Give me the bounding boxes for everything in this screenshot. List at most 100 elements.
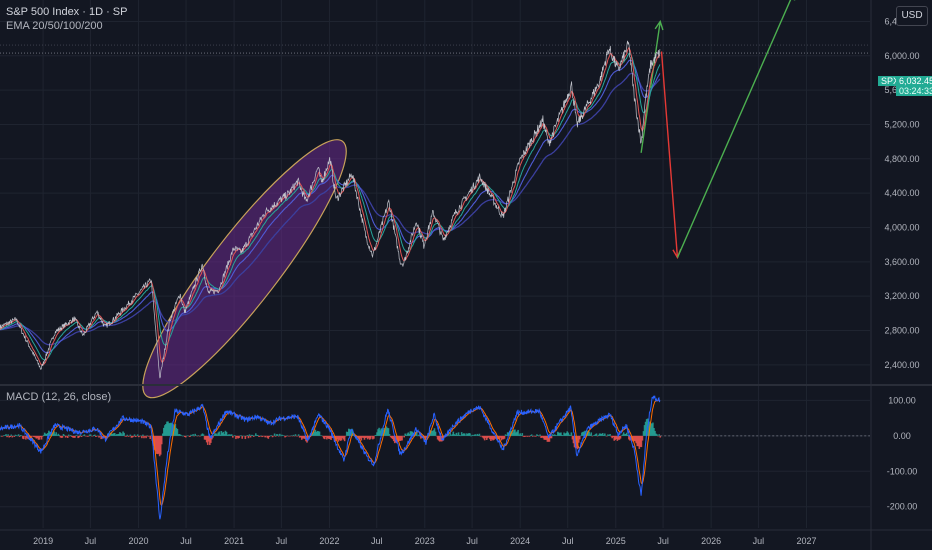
macd-histogram-bar [629, 435, 631, 441]
macd-histogram-bar [236, 435, 238, 438]
macd-histogram-bar [186, 435, 188, 437]
macd-histogram-bar [525, 435, 528, 437]
macd-histogram-bar [492, 435, 494, 441]
macd-histogram-bar [166, 421, 168, 436]
macd-histogram-bar [642, 431, 645, 436]
macd-histogram-bar [451, 434, 454, 436]
macd-histogram-bar [607, 434, 609, 436]
macd-histogram-bar [389, 435, 392, 438]
macd-histogram-bar [87, 435, 90, 437]
macd-histogram-bar [522, 435, 525, 437]
macd-histogram-bar [382, 429, 385, 436]
macd-histogram-bar [317, 431, 320, 436]
macd-histogram-bar [343, 435, 346, 442]
macd-axis-tick-label: 0.00 [893, 431, 911, 441]
macd-histogram-bar [563, 432, 565, 436]
macd-histogram-bar [367, 435, 370, 439]
macd-histogram-bar [523, 435, 526, 437]
macd-histogram-bar [98, 435, 100, 438]
macd-histogram-bar [201, 433, 204, 436]
macd-histogram-bar [277, 435, 280, 437]
macd-histogram-bar [172, 424, 175, 436]
macd-histogram-bar [269, 435, 272, 437]
macd-histogram-bar [290, 435, 293, 436]
macd-histogram-bar [534, 435, 536, 437]
macd-histogram-bar [216, 434, 218, 436]
macd-histogram-bar [78, 435, 80, 438]
macd-histogram-bar [12, 435, 15, 437]
macd-histogram-bar [616, 435, 619, 441]
time-axis-tick-label: 2019 [33, 536, 53, 546]
macd-histogram-bar [554, 435, 557, 436]
macd-histogram-bar [9, 435, 12, 437]
macd-histogram-bar [505, 435, 508, 436]
macd-histogram-bar [160, 435, 163, 445]
macd-histogram-bar [164, 425, 166, 436]
macd-histogram-bar [369, 435, 372, 439]
macd-histogram-bar [32, 435, 34, 437]
macd-histogram-bar [578, 435, 581, 440]
macd-histogram-bar [297, 434, 300, 436]
macd-histogram-bar [127, 435, 130, 437]
macd-histogram-bar [418, 434, 420, 436]
macd-histogram-bar [260, 435, 262, 437]
macd-histogram-bar [142, 434, 144, 436]
time-axis-tick-label: Jul [657, 536, 669, 546]
macd-histogram-bar [182, 435, 185, 437]
macd-histogram-bar [391, 435, 394, 440]
macd-histogram-bar [651, 423, 653, 436]
macd-histogram-bar [655, 433, 657, 436]
macd-histogram-bar [501, 435, 504, 440]
macd-histogram-bar [5, 434, 7, 436]
macd-histogram-bar [122, 431, 124, 436]
macd-histogram-bar [590, 432, 593, 436]
macd-histogram-bar [212, 435, 214, 438]
macd-histogram-bar [377, 429, 379, 436]
macd-histogram-bar [200, 434, 203, 436]
macd-histogram-bar [157, 435, 160, 454]
macd-histogram-bar [606, 435, 608, 437]
macd-histogram-bar [128, 435, 131, 437]
macd-histogram-bar [488, 435, 490, 438]
macd-histogram-bar [322, 435, 325, 439]
macd-histogram-bar [462, 433, 465, 436]
macd-histogram-bar [8, 435, 10, 438]
macd-histogram-bar [258, 435, 260, 437]
macd-histogram-bar [449, 432, 451, 436]
macd-histogram-bar [647, 421, 650, 436]
macd-histogram-bar [149, 435, 152, 440]
macd-histogram-bar [500, 435, 503, 441]
arrow-up-long [676, 0, 792, 258]
macd-histogram-bar [503, 435, 506, 439]
macd-histogram-bar [643, 425, 646, 436]
macd-histogram-bar [654, 430, 656, 436]
macd-histogram-bar [298, 435, 301, 438]
macd-histogram-bar [31, 435, 33, 437]
macd-histogram-bar [13, 435, 16, 437]
price-tag-price: 6,032.45 [896, 76, 932, 86]
price-axis-tick-label: 2,800.00 [884, 325, 919, 335]
macd-histogram-bar [144, 435, 146, 437]
ema-20-line [0, 46, 661, 366]
macd-histogram-bar [170, 422, 172, 436]
highlight-ellipse [142, 139, 347, 399]
macd-histogram-bar [68, 435, 71, 437]
macd-histogram-bar [628, 435, 630, 440]
macd-histogram-bar [572, 435, 575, 444]
macd-histogram-bar [392, 435, 395, 442]
macd-histogram-bar [291, 435, 294, 437]
macd-histogram-bar [636, 435, 639, 447]
macd-histogram-bar [527, 435, 530, 437]
currency-button[interactable]: USD [896, 6, 928, 26]
macd-histogram-bar [88, 434, 91, 436]
macd-histogram-bar [123, 432, 125, 436]
macd-histogram-bar [230, 434, 233, 436]
macd-histogram-bar [271, 435, 274, 438]
macd-histogram-bar [473, 434, 476, 436]
time-axis-tick-label: 2024 [510, 536, 530, 546]
macd-histogram-bar [559, 433, 561, 436]
macd-histogram-bar [486, 435, 489, 439]
macd-histogram-bar [337, 435, 340, 442]
macd-histogram-bar [600, 433, 603, 436]
